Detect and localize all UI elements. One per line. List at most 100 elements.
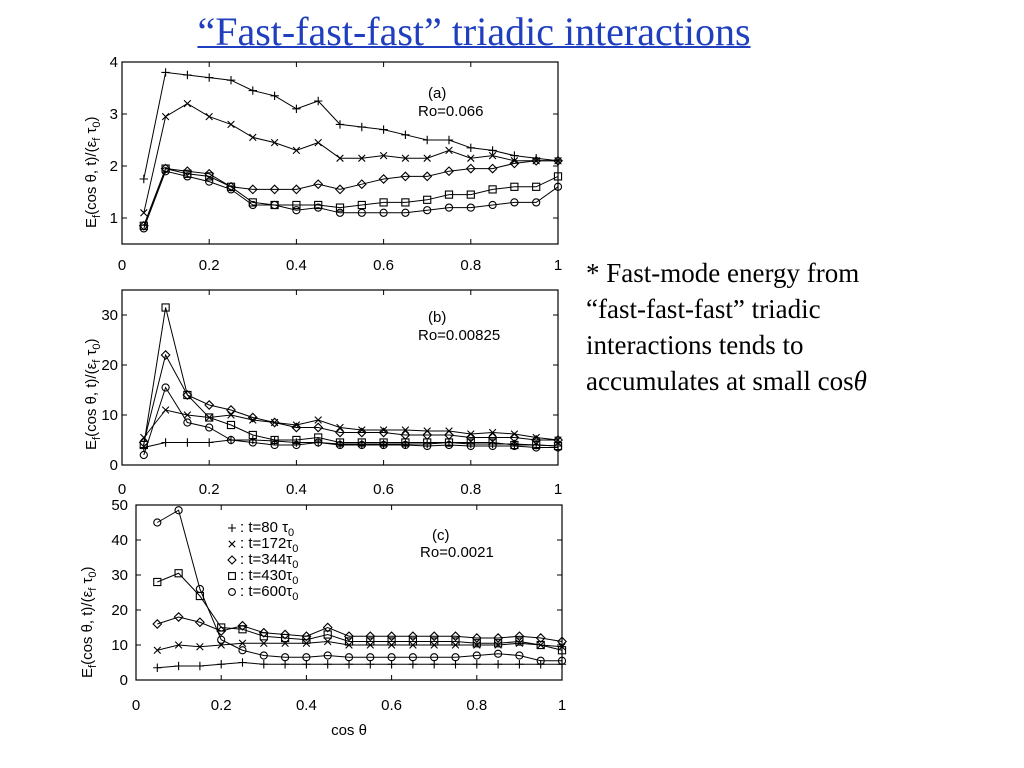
- caption-line-4: accumulates at small cosθ: [586, 363, 1006, 399]
- caption-line-4-text: accumulates at small: [586, 366, 818, 396]
- panel-a-point-square: [292, 200, 301, 210]
- panel-a-point-dot: [466, 203, 475, 212]
- panel-a-point-diamond: [335, 184, 345, 195]
- panel-a-point-cross: [292, 146, 301, 155]
- panel-c-point-square: [408, 637, 418, 646]
- panel-a-point-dot: [488, 200, 497, 210]
- panel-c-annotation: Ro=0.0021: [420, 544, 494, 561]
- panel-c-ylabel: Ef(cos θ, t)/(εf τ0): [79, 566, 99, 678]
- panel-a-point-dot: [357, 208, 366, 217]
- panel-a-point-diamond: [444, 166, 454, 177]
- panel-a-point-dot: [335, 208, 345, 217]
- panel-a-point-diamond: [160, 163, 171, 174]
- panel-b-point-dot: [357, 440, 366, 450]
- panel-c-point-diamond: [407, 631, 418, 642]
- panel-c-frame: [135, 504, 563, 681]
- panel-a-point-dot: [379, 208, 388, 217]
- panel-b-point-dot: [466, 441, 475, 451]
- panel-a-point-cross: [270, 138, 279, 147]
- panel-a-xtick-label: 0: [118, 257, 126, 274]
- panel-b-point-cross: [227, 411, 235, 419]
- panel-a-point-dot: [314, 203, 323, 212]
- panel-c-point-dot: [430, 653, 439, 662]
- panel-b-point-diamond: [487, 432, 498, 443]
- panel-b-point-square: [205, 413, 214, 422]
- panel-b-point-square: [183, 390, 192, 400]
- panel-c-point-diamond: [258, 627, 269, 638]
- panel-c-point-square: [536, 640, 545, 650]
- panel-c-point-dot: [366, 653, 375, 662]
- panel-a-point-plus: [379, 125, 388, 134]
- panel-a-point-diamond: [313, 179, 324, 190]
- panel-c-point-diamond: [429, 631, 440, 642]
- panel-a-ytick-label: 2: [110, 158, 118, 175]
- panel-c-point-dot: [387, 653, 396, 662]
- panel-a-point-cross: [423, 154, 431, 162]
- panel-c-point-dot: [174, 506, 183, 515]
- panel-b-xtick-label: 0: [118, 481, 126, 498]
- panel-b-point-diamond: [291, 422, 302, 433]
- caption-line-2: “fast-fast-fast” triadic: [586, 294, 821, 324]
- panel-a-point-plus: [205, 73, 214, 82]
- panel-c-point-dot: [195, 584, 205, 594]
- panel-a-point-diamond: [553, 155, 563, 166]
- panel-b-ytick-label: 20: [101, 357, 118, 374]
- panel-c-point-plus: [323, 660, 332, 669]
- panel-c-point-cross: [174, 641, 183, 649]
- panel-b-point-cross: [140, 433, 148, 442]
- caption-math-cos: cos: [817, 366, 854, 396]
- panel-b-point-dot: [314, 438, 323, 447]
- legend-marker-diamond: [227, 555, 237, 565]
- panel-a-point-square: [444, 190, 454, 199]
- panel-b-point-diamond: [465, 432, 476, 443]
- panel-c-point-diamond: [493, 633, 504, 643]
- slide-title: “Fast-fast-fast” triadic interactions: [197, 9, 751, 54]
- panel-c-point-diamond: [471, 633, 482, 643]
- legend-sub-diamond: 0: [292, 559, 298, 571]
- panel-c-point-dot: [344, 653, 354, 662]
- panel-a-point-plus: [139, 174, 148, 184]
- panel-a-frame: [121, 61, 559, 245]
- panel-b-xtick-label: 1: [554, 481, 562, 498]
- panel-c-point-dot: [259, 651, 268, 660]
- panel-c-point-diamond: [152, 619, 163, 629]
- panel-b-point-diamond: [182, 390, 193, 400]
- panel-a-point-plus: [292, 104, 301, 113]
- panel-a-point-diamond: [531, 155, 542, 166]
- panel-b-point-diamond: [247, 412, 258, 423]
- panel-a-point-plus: [314, 96, 323, 106]
- panel-c-point-cross: [196, 643, 204, 651]
- panel-c-point-dot: [323, 651, 332, 660]
- panel-c-ytick-label: 20: [111, 602, 128, 619]
- panel-a-point-dot: [226, 185, 236, 194]
- panel-c-point-plus: [280, 660, 290, 669]
- panel-c-point-dot: [280, 653, 290, 662]
- panel-a-point-dot: [423, 206, 432, 215]
- legend-sub-cross: 0: [292, 543, 298, 555]
- panel-a-point-diamond: [465, 163, 476, 174]
- panel-c-point-plus: [217, 660, 226, 669]
- panel-c-xtick-label: 0: [132, 697, 140, 714]
- panel-b-point-square: [357, 438, 366, 447]
- panel-b-point-dot: [379, 440, 388, 450]
- panel-b-point-square: [161, 303, 170, 312]
- panel-a-point-square: [532, 182, 541, 191]
- panel-c-point-square: [472, 639, 481, 648]
- panel-b-point-dot: [335, 440, 345, 450]
- panel-c-point-plus: [387, 660, 396, 669]
- panel-b-point-dot: [270, 440, 279, 450]
- panel-a-point-square: [401, 198, 410, 207]
- panel-a-point-plus: [423, 135, 432, 145]
- panel-a-point-plus: [248, 86, 257, 95]
- legend-marker-plus: [228, 524, 236, 532]
- panel-a-point-square: [335, 203, 345, 212]
- panel-c-point-square: [557, 646, 567, 655]
- panel-a-annotation: Ro=0.066: [418, 103, 483, 120]
- panel-c-point-plus: [451, 660, 460, 669]
- panel-b-point-square: [335, 438, 345, 447]
- panel-a-point-dot: [139, 224, 148, 233]
- panel-a-point-dot: [510, 198, 519, 207]
